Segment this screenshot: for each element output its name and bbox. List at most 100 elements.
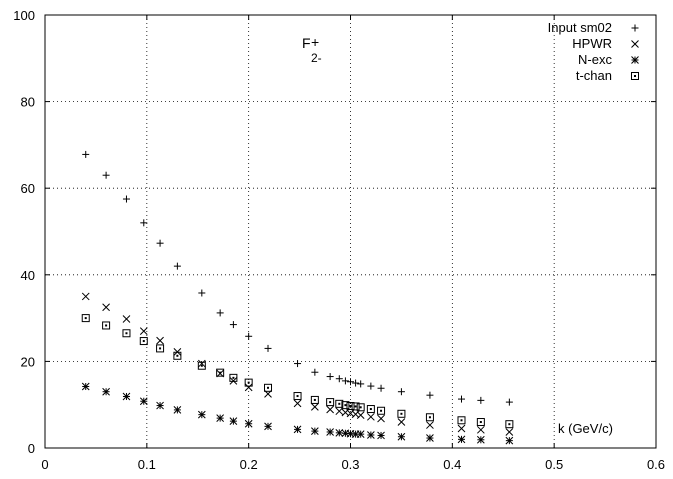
data-point-t-chan	[377, 406, 386, 415]
data-point-input-sm02	[229, 321, 237, 329]
legend-marker-n-exc	[631, 56, 639, 64]
data-point-n-exc	[457, 435, 466, 444]
data-point-n-exc	[197, 410, 206, 419]
data-point-n-exc	[397, 432, 406, 441]
data-point-hpwr	[293, 399, 302, 408]
data-point-hpwr	[81, 292, 90, 301]
data-point-hpwr	[139, 327, 148, 335]
y-tick-label: 80	[21, 95, 35, 110]
chart-title-subscript: 2-	[311, 51, 322, 65]
legend-label: HPWR	[572, 36, 612, 51]
data-point-t-chan	[102, 321, 111, 330]
data-point-hpwr	[377, 414, 385, 423]
data-point-t-chan	[505, 420, 514, 429]
data-point-input-sm02	[347, 378, 354, 386]
data-point-t-chan	[476, 418, 485, 427]
data-point-n-exc	[139, 397, 148, 406]
x-tick-label: 0.2	[240, 457, 258, 472]
data-point-input-sm02	[140, 219, 148, 227]
x-tick-label: 0	[41, 457, 48, 472]
data-point-input-sm02	[335, 375, 343, 383]
data-point-input-sm02	[326, 373, 334, 381]
data-point-t-chan	[356, 403, 365, 412]
data-point-input-sm02	[122, 195, 130, 203]
data-point-input-sm02	[477, 396, 485, 404]
data-point-input-sm02	[102, 171, 110, 179]
data-point-n-exc	[335, 428, 344, 437]
x-tick-label: 0.4	[443, 457, 461, 472]
data-point-input-sm02	[311, 368, 319, 376]
data-point-input-sm02	[357, 380, 365, 388]
data-point-hpwr	[457, 424, 466, 433]
data-point-t-chan	[156, 344, 165, 353]
data-point-t-chan	[335, 399, 344, 408]
data-point-n-exc	[311, 427, 319, 435]
axis-ticks	[44, 14, 657, 449]
x-axis-label: k (GeV/c)	[558, 421, 613, 436]
data-point-hpwr	[197, 359, 206, 368]
x-tick-label: 0.6	[647, 457, 665, 472]
data-point-n-exc	[356, 430, 365, 438]
data-point-hpwr	[102, 303, 110, 312]
data-point-input-sm02	[198, 289, 206, 297]
data-point-n-exc	[326, 428, 334, 436]
data-point-n-exc	[293, 425, 302, 434]
data-point-hpwr	[311, 403, 319, 411]
data-point-input-sm02	[216, 309, 224, 317]
legend-label: Input sm02	[548, 20, 612, 35]
grid-lines	[45, 15, 656, 448]
data-point-hpwr	[244, 383, 253, 392]
data-point-t-chan	[310, 395, 319, 404]
x-tick-label: 0.3	[341, 457, 359, 472]
legend-marker-t-chan	[631, 72, 639, 80]
data-point-hpwr	[476, 425, 485, 434]
data-point-hpwr	[397, 418, 406, 426]
y-tick-labels: 0 20 40 60 80 100	[13, 8, 35, 456]
data-point-input-sm02	[245, 332, 253, 340]
data-point-input-sm02	[377, 384, 385, 392]
chart-title-marker: +	[311, 34, 319, 50]
legend-label: t-chan	[576, 68, 612, 83]
x-tick-label: 0.5	[545, 457, 563, 472]
data-point-input-sm02	[397, 388, 405, 396]
data-point-input-sm02	[341, 377, 349, 385]
data-point-n-exc	[377, 431, 385, 440]
y-tick-label: 0	[28, 441, 35, 456]
data-point-n-exc	[229, 417, 238, 426]
data-point-n-exc	[102, 387, 110, 396]
y-tick-label: 60	[21, 181, 35, 196]
data-point-input-sm02	[505, 398, 513, 406]
data-point-t-chan	[341, 401, 350, 410]
y-tick-label: 100	[13, 8, 35, 23]
data-point-t-chan	[216, 368, 225, 377]
data-point-n-exc	[426, 434, 434, 442]
data-point-n-exc	[122, 392, 131, 401]
data-point-hpwr	[426, 421, 434, 429]
data-point-t-chan	[264, 383, 273, 392]
data-point-n-exc	[156, 401, 164, 410]
data-point-input-sm02	[426, 391, 434, 399]
data-point-hpwr	[505, 428, 514, 436]
data-point-t-chan	[425, 413, 434, 422]
data-point-input-sm02	[156, 239, 164, 247]
data-point-n-exc	[244, 419, 253, 428]
data-point-hpwr	[356, 411, 365, 419]
data-point-hpwr	[122, 315, 131, 323]
data-point-input-sm02	[352, 379, 360, 387]
data-point-t-chan	[173, 351, 182, 360]
data-point-n-exc	[81, 382, 90, 391]
data-point-input-sm02	[457, 395, 465, 403]
data-point-t-chan	[197, 361, 206, 370]
data-point-t-chan	[346, 401, 355, 410]
data-point-t-chan	[244, 378, 253, 387]
data-point-t-chan	[366, 405, 375, 414]
data-point-t-chan	[293, 392, 302, 401]
data-point-hpwr	[326, 405, 334, 414]
y-tick-label: 40	[21, 268, 35, 283]
data-point-t-chan	[351, 402, 360, 411]
data-point-n-exc	[216, 414, 225, 422]
data-point-t-chan	[122, 329, 131, 338]
data-point-t-chan	[397, 409, 406, 418]
